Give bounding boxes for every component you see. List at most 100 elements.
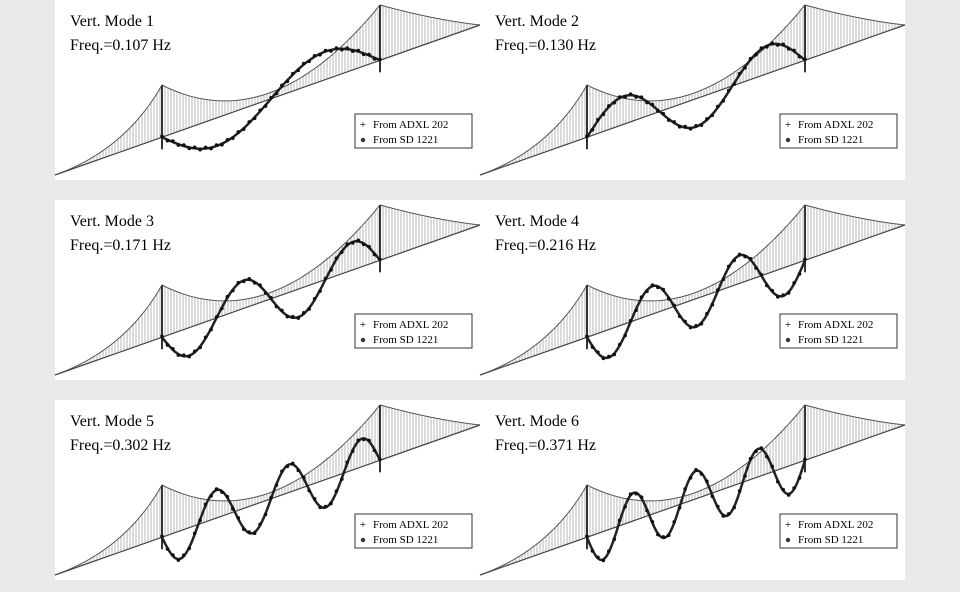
measurement-point (585, 334, 589, 339)
measurement-point (765, 45, 769, 49)
measurement-point (705, 311, 709, 316)
measurement-point (694, 323, 698, 328)
measurement-point (280, 308, 284, 313)
measurement-point (726, 512, 731, 516)
measurement-point (198, 147, 202, 152)
measurement-point (241, 279, 246, 284)
measurement-point (639, 495, 644, 500)
measurement-point (721, 514, 726, 518)
measurement-point (220, 490, 224, 494)
measurement-point (781, 293, 785, 297)
measurement-point (247, 277, 251, 281)
legend-label: From ADXL 202 (373, 119, 448, 131)
measurement-point (280, 469, 284, 474)
legend-marker: + (360, 319, 366, 331)
measurement-point (612, 352, 617, 357)
deck (54, 24, 481, 176)
measurement-point (661, 287, 666, 292)
measurement-point (743, 66, 747, 70)
measurement-point (176, 143, 181, 147)
measurement-point (786, 291, 791, 295)
measurement-point (274, 91, 279, 96)
measurement-point (803, 457, 807, 462)
measurement-point (612, 100, 617, 105)
mode-title: Vert. Mode 2 (495, 13, 579, 30)
measurement-point (274, 483, 279, 487)
measurement-point (203, 145, 208, 150)
measurement-point (334, 46, 339, 50)
measurement-point (220, 306, 224, 311)
deck (54, 224, 481, 376)
measurement-point (258, 522, 262, 527)
panel: Vert. Mode 4 Freq.=0.216 Hz + From ADXL 202… (479, 200, 906, 380)
measurement-point (797, 272, 802, 276)
measurement-point (759, 272, 764, 277)
measurement-point (612, 537, 617, 542)
measurement-point (623, 95, 627, 99)
measurement-point (372, 57, 377, 61)
measurement-point (797, 476, 802, 480)
measurement-point (269, 495, 273, 500)
mode-frequency: Freq.=0.216 Hz (495, 237, 596, 254)
measurement-point (601, 356, 606, 361)
measurement-point (367, 438, 371, 443)
measurement-point (192, 145, 197, 150)
measurement-point (296, 468, 301, 473)
measurement-point (737, 71, 742, 76)
measurement-point (231, 288, 235, 293)
measurement-point (683, 319, 687, 324)
legend-label: From ADXL 202 (373, 319, 448, 331)
measurement-point (694, 123, 698, 128)
measurement-point (187, 146, 192, 151)
mode-title: Vert. Mode 6 (495, 413, 579, 430)
measurement-point (628, 492, 633, 497)
measurement-point (601, 112, 606, 117)
measurement-point (247, 530, 251, 534)
cable (54, 484, 163, 576)
measurement-point (225, 137, 230, 142)
measurement-point (182, 353, 186, 357)
measurement-point (350, 241, 355, 245)
cable (54, 284, 163, 376)
measurement-point (214, 315, 219, 319)
legend-label: From SD 1221 (373, 534, 438, 546)
measurement-point (263, 291, 268, 295)
measurement-point (192, 531, 197, 536)
measurement-point (721, 99, 726, 103)
measurement-point (291, 314, 295, 319)
measurement-point (726, 264, 731, 269)
legend-label: From ADXL 202 (798, 319, 873, 331)
measurement-point (236, 280, 241, 285)
measurement-point (628, 92, 633, 97)
measurement-point (312, 497, 317, 501)
legend-marker (785, 137, 791, 143)
cable (804, 404, 906, 426)
measurement-point (345, 242, 350, 247)
measurement-point (759, 446, 764, 450)
measurement-point (247, 120, 251, 124)
measurement-point (241, 127, 246, 131)
measurement-point (688, 476, 693, 480)
measurement-point (585, 134, 589, 139)
measurement-point (699, 472, 704, 476)
legend: + From ADXL 202 From SD 1221 (779, 513, 898, 549)
measurement-point (187, 354, 192, 359)
measurement-point (323, 48, 328, 53)
measurement-point (721, 277, 726, 282)
measurement-point (307, 488, 311, 493)
measurement-point (656, 532, 660, 537)
measurement-point (258, 108, 262, 113)
measurement-point (236, 516, 241, 520)
measurement-point (634, 491, 638, 496)
measurement-point (737, 489, 742, 493)
cable (161, 4, 381, 102)
mode-title: Vert. Mode 4 (495, 213, 579, 230)
measurement-point (792, 486, 796, 490)
measurement-point (770, 288, 775, 293)
legend: + From ADXL 202 From SD 1221 (354, 513, 473, 549)
measurement-point (165, 138, 170, 143)
measurement-point (258, 283, 262, 287)
measurement-point (710, 113, 715, 118)
measurement-point (323, 276, 328, 281)
